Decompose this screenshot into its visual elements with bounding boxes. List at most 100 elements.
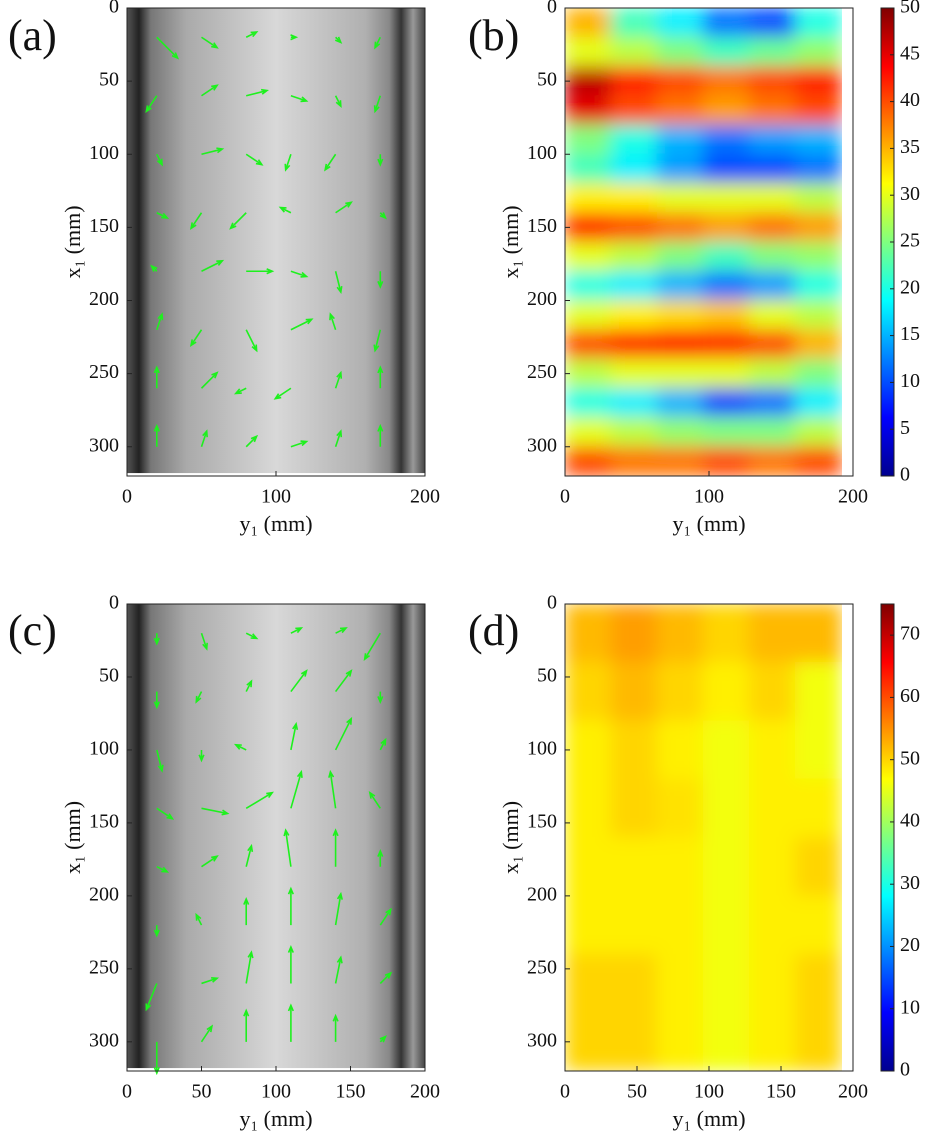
x-tick-label: 0 [560, 1081, 570, 1103]
heatmap-cell [656, 358, 704, 389]
heatmap-cell [564, 183, 612, 214]
y-tick-label: 150 [527, 811, 557, 833]
panel-label: (c) [8, 606, 57, 655]
y-tick-label: 0 [547, 592, 557, 614]
heatmap-cell [794, 661, 842, 722]
heatmap-cells [564, 7, 842, 477]
heatmap-cell [656, 212, 704, 243]
heatmap-cell [702, 387, 750, 418]
heatmap-cell [702, 837, 750, 897]
vector-arrow [273, 387, 292, 400]
heatmap-cell [748, 212, 796, 243]
y-tick-label: 100 [527, 142, 557, 164]
heatmap-cell [564, 720, 612, 780]
colorbar-tick-label: 25 [900, 230, 920, 252]
heatmap-cell [610, 241, 658, 272]
heatmap-cell [610, 95, 658, 126]
heatmap-cell [702, 661, 750, 722]
heatmap-cell [656, 953, 704, 1014]
y-tick-label: 100 [89, 142, 119, 164]
y-tick-label: 0 [109, 0, 119, 18]
heatmap-cell [610, 153, 658, 184]
vector-arrow [245, 791, 274, 809]
heatmap-cell [702, 36, 750, 67]
vector-arrow [283, 828, 292, 867]
vector-arrow [334, 955, 343, 984]
vector-arrow [156, 212, 170, 219]
heatmap-cell [794, 124, 842, 155]
heatmap-cell [794, 66, 842, 97]
heatmap-cell [564, 241, 612, 272]
heatmap-cell [610, 270, 658, 301]
heatmap-cell [656, 36, 704, 67]
vector-arrow [189, 329, 203, 348]
colorbar-tick-label: 30 [900, 872, 920, 894]
y-tick-label: 50 [537, 665, 557, 687]
vector-arrow [243, 1008, 250, 1042]
plot-area [564, 603, 842, 1072]
heatmap-cell [610, 837, 658, 897]
heatmap-cell [794, 417, 842, 448]
heatmap-cell [656, 837, 704, 897]
vector-arrow [189, 212, 203, 231]
heatmap-cell [748, 358, 796, 389]
heatmap-cell [794, 300, 842, 331]
vector-arrow [150, 264, 158, 272]
heatmap-cell [702, 953, 750, 1014]
vector-arrow [290, 669, 308, 693]
vector-arrow [334, 669, 353, 693]
vector-arrow [246, 88, 269, 97]
vector-arrow [201, 976, 220, 985]
plot-area [564, 7, 842, 477]
heatmap-cell [794, 153, 842, 184]
heatmap-cell [610, 953, 658, 1014]
y-tick-label: 200 [527, 288, 557, 310]
x-tick-label: 200 [410, 1081, 440, 1103]
heatmap-cell [794, 837, 842, 897]
heatmap-cell [748, 300, 796, 331]
heatmap-cell [794, 895, 842, 955]
colorbar-tick-label: 30 [900, 183, 920, 205]
y-tick-label: 50 [99, 69, 119, 91]
heatmap-cell [656, 1012, 704, 1072]
vector-arrow [200, 429, 208, 448]
vector-arrow [201, 36, 219, 49]
vector-arrow [334, 370, 343, 389]
heatmap-cell [794, 212, 842, 243]
heatmap-cell [748, 837, 796, 897]
heatmap-cell [610, 661, 658, 722]
heatmap-cell [564, 446, 612, 477]
vector-arrow [245, 950, 254, 984]
heatmap-cell [702, 300, 750, 331]
vector-arrow [368, 791, 381, 809]
y-tick-label: 200 [89, 288, 119, 310]
y-tick-label: 0 [109, 592, 119, 614]
vector-arrow [156, 865, 170, 873]
vector-arrow [332, 1013, 339, 1042]
x-tick-label: 50 [627, 1081, 647, 1103]
vector-arrow [377, 849, 384, 867]
vector-arrow [329, 312, 337, 331]
heatmap-cell [748, 953, 796, 1014]
vector-arrow [201, 855, 219, 868]
vector-arrow [334, 891, 343, 926]
plot-area [127, 604, 425, 1076]
heatmap-cell [794, 953, 842, 1014]
heatmap-cell [564, 837, 612, 897]
heatmap-cell [794, 36, 842, 67]
heatmap-cell [610, 1012, 658, 1072]
panel-label: (b) [468, 11, 519, 60]
vector-arrow [334, 271, 343, 295]
vector-arrow [200, 1024, 214, 1043]
heatmap-cell [702, 358, 750, 389]
heatmap-cell [794, 387, 842, 418]
heatmap-cell [656, 241, 704, 272]
vector-arrow [278, 206, 292, 214]
background-image [127, 8, 425, 474]
heatmap-cell [702, 124, 750, 155]
heatmap-cell [794, 95, 842, 126]
vector-arrow [290, 94, 309, 103]
vector-arrow [328, 769, 337, 809]
heatmap-cell [794, 1012, 842, 1072]
